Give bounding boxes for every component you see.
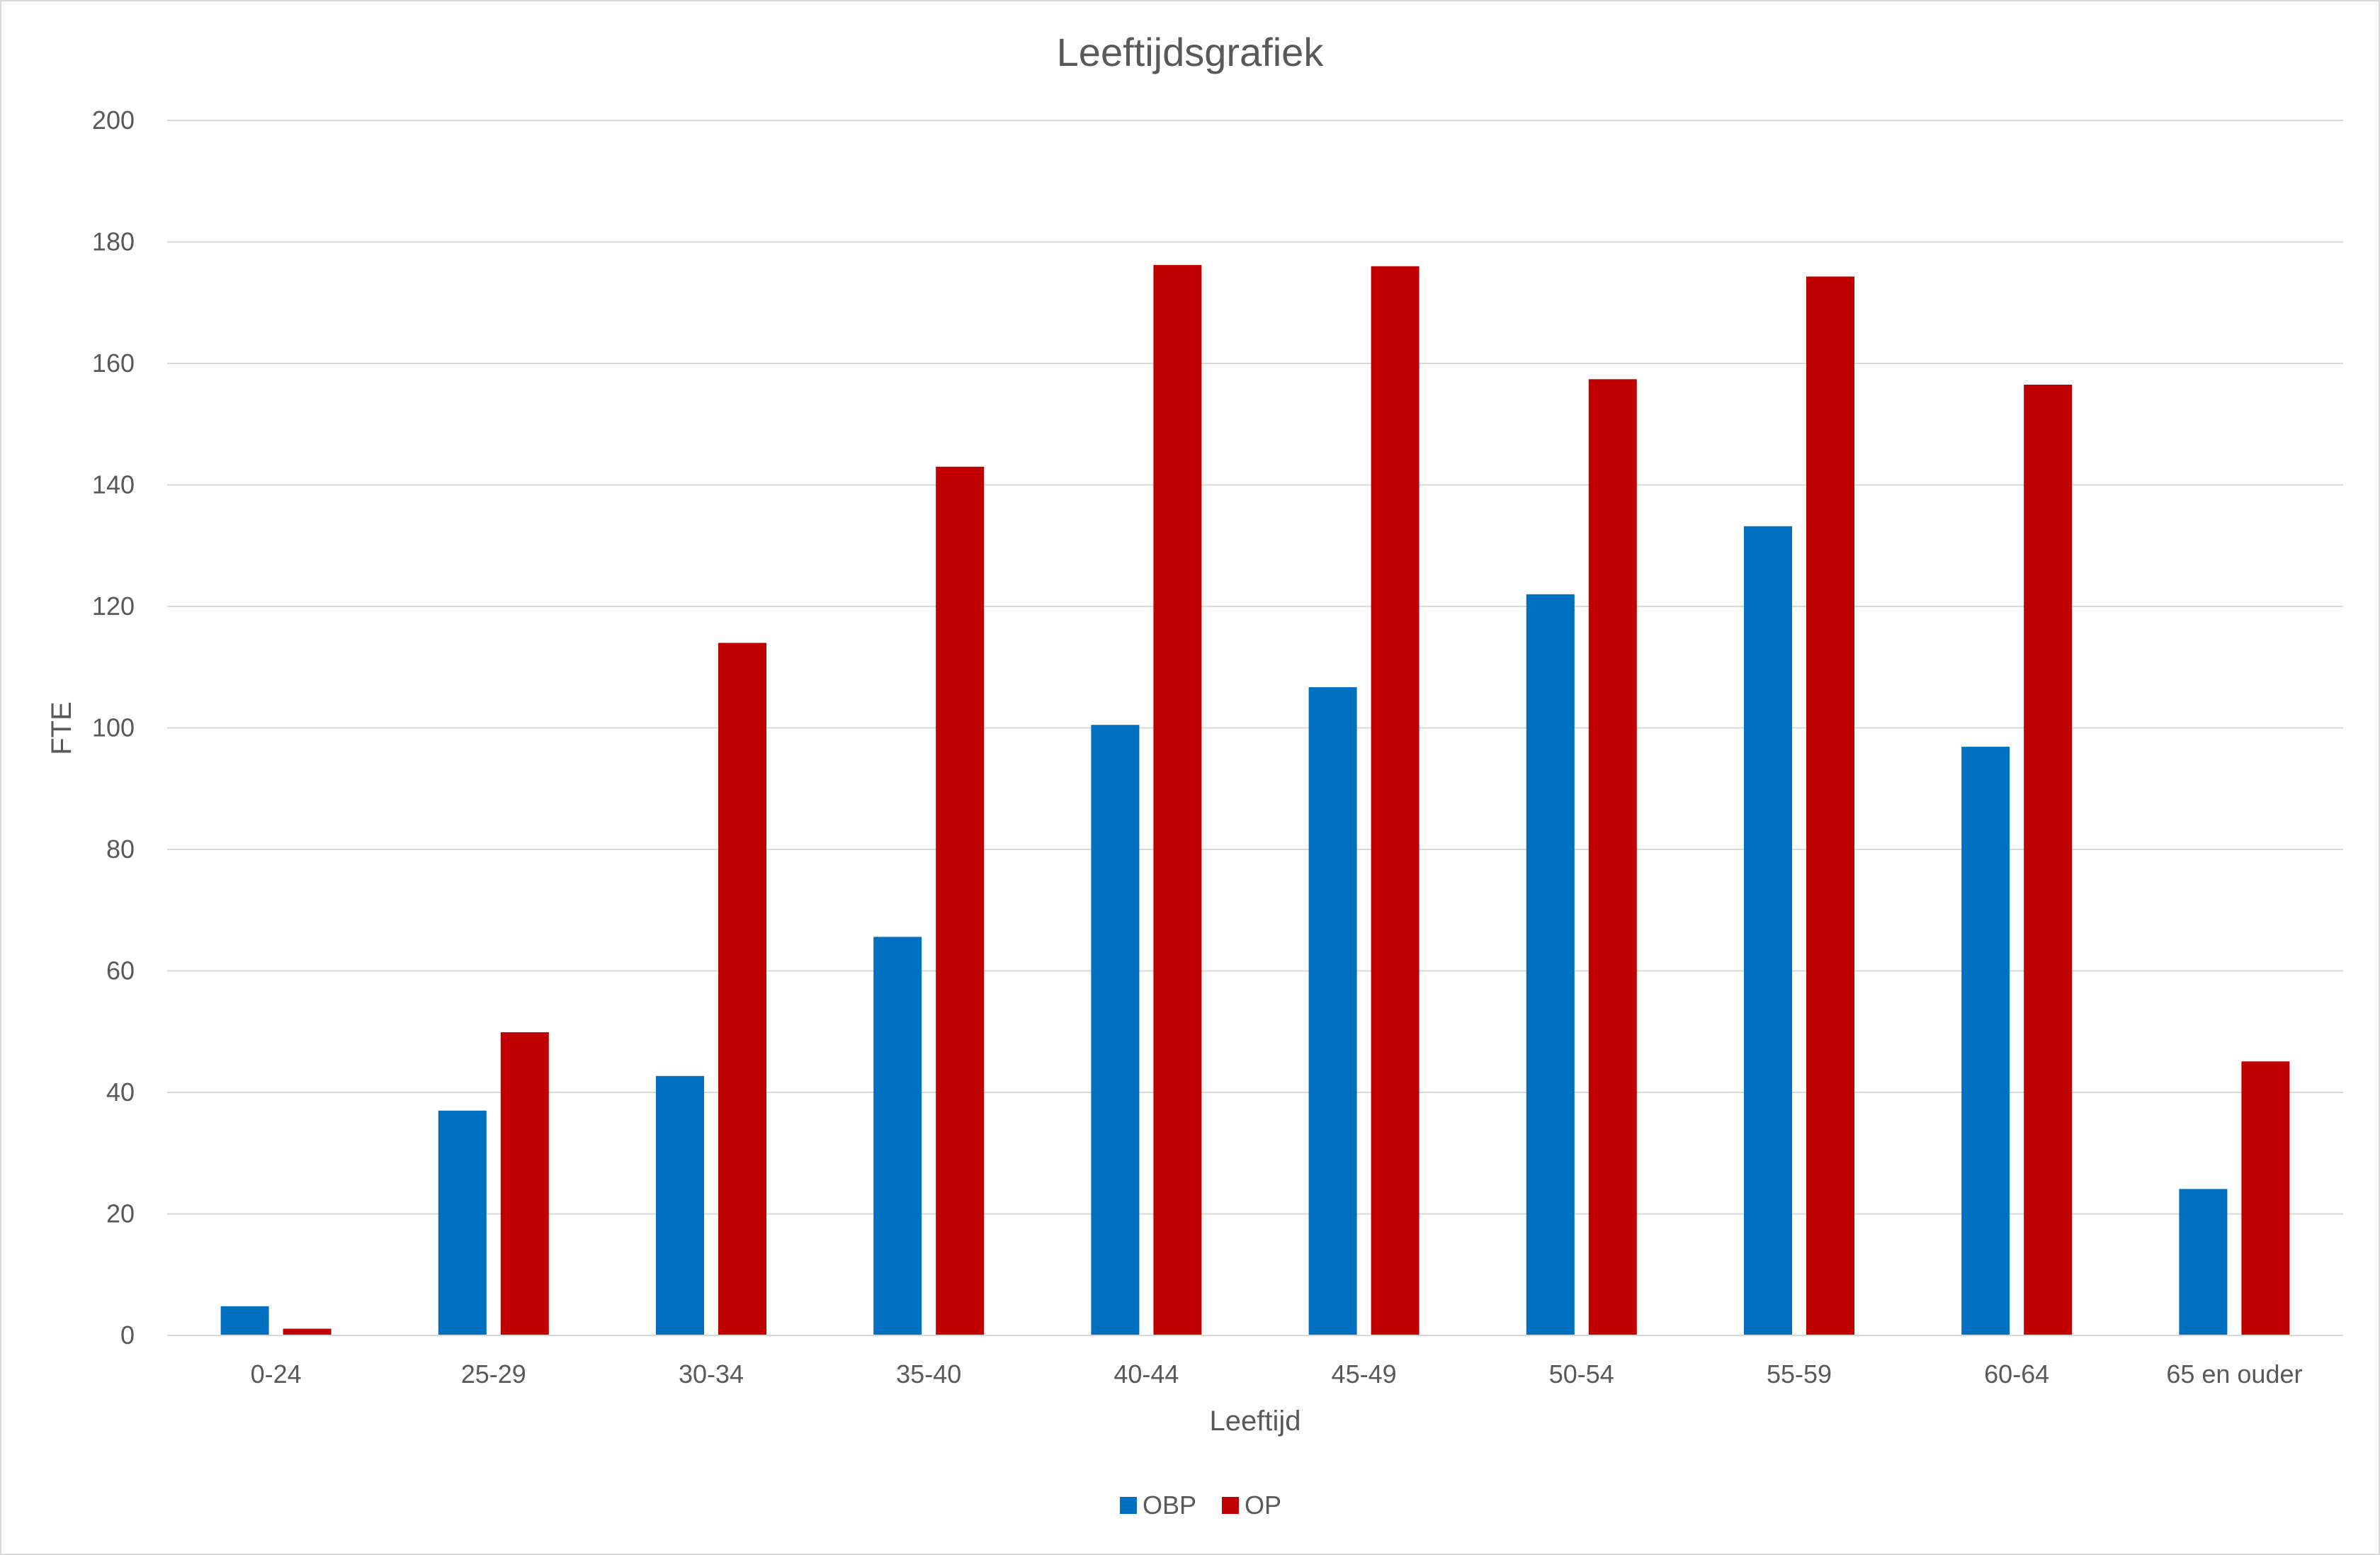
y-tick-label: 160 — [92, 349, 135, 378]
y-tick-label: 100 — [92, 713, 135, 742]
bar-op-60-64 — [2024, 385, 2073, 1336]
x-tick-label: 40-44 — [1114, 1359, 1179, 1389]
x-axis-label: Leeftijd — [1210, 1406, 1301, 1437]
x-tick-label: 65 en ouder — [2166, 1359, 2302, 1389]
legend-label-op: OP — [1245, 1491, 1281, 1520]
x-tick-label: 30-34 — [679, 1359, 744, 1389]
y-tick-label: 40 — [106, 1078, 135, 1107]
bar-obp-0-24 — [220, 1306, 269, 1335]
bar-op-65-en-ouder — [2241, 1061, 2290, 1335]
y-axis-ticks: 0 20 40 60 80 100 120 140 160 180 200 — [92, 106, 135, 1350]
y-tick-label: 20 — [106, 1199, 135, 1228]
x-tick-label: 50-54 — [1549, 1359, 1614, 1389]
bar-op-40-44 — [1153, 265, 1202, 1336]
legend-swatch-op — [1222, 1497, 1239, 1514]
bar-obp-65-en-ouder — [2179, 1189, 2228, 1335]
x-tick-label: 55-59 — [1767, 1359, 1832, 1389]
y-tick-label: 80 — [106, 835, 135, 864]
bar-op-55-59 — [1806, 276, 1854, 1336]
bar-obp-25-29 — [438, 1110, 487, 1335]
bar-op-50-54 — [1588, 379, 1637, 1336]
bar-obp-55-59 — [1744, 526, 1792, 1335]
y-tick-label: 120 — [92, 592, 135, 621]
bar-obp-40-44 — [1091, 725, 1140, 1335]
y-tick-label: 60 — [106, 956, 135, 985]
x-tick-label: 25-29 — [461, 1359, 526, 1389]
bar-op-25-29 — [500, 1032, 549, 1335]
chart-title: Leeftijdsgrafiek — [1057, 30, 1325, 74]
x-tick-label: 0-24 — [251, 1359, 302, 1389]
bar-obp-50-54 — [1526, 594, 1575, 1335]
legend: OBP OP — [1120, 1491, 1281, 1520]
y-tick-label: 200 — [92, 106, 135, 135]
bar-op-30-34 — [718, 643, 766, 1335]
x-tick-label: 60-64 — [1984, 1359, 2049, 1389]
y-tick-label: 0 — [120, 1321, 135, 1350]
bar-op-0-24 — [283, 1328, 332, 1335]
x-tick-label: 45-49 — [1332, 1359, 1397, 1389]
bar-obp-30-34 — [656, 1075, 704, 1335]
legend-label-obp: OBP — [1143, 1491, 1196, 1520]
y-tick-label: 180 — [92, 227, 135, 256]
bar-obp-45-49 — [1308, 687, 1357, 1335]
bars — [220, 265, 2290, 1336]
gridlines — [167, 120, 2343, 1215]
x-tick-label: 35-40 — [896, 1359, 961, 1389]
bar-op-45-49 — [1371, 266, 1420, 1335]
bar-obp-35-40 — [873, 937, 922, 1335]
legend-swatch-obp — [1120, 1497, 1137, 1514]
bar-op-35-40 — [936, 466, 985, 1335]
y-axis-label: FTE — [46, 701, 77, 755]
y-tick-label: 140 — [92, 470, 135, 499]
x-axis-ticks: 0-24 25-29 30-34 35-40 40-44 45-49 50-54 55-59 6… — [251, 1359, 2303, 1389]
bar-obp-60-64 — [1961, 747, 2010, 1335]
